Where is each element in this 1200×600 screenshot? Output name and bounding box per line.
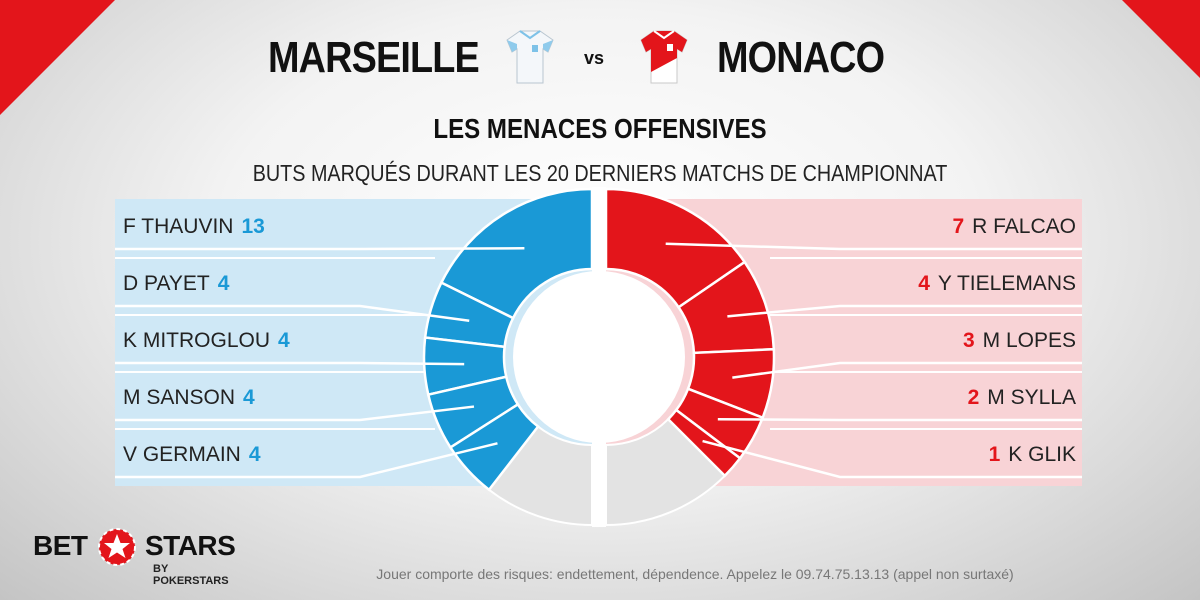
player-goals: 13 <box>241 215 265 238</box>
logo-subtext: BY POKERSTARS <box>153 563 229 587</box>
player-name: V GERMAIN <box>123 443 241 466</box>
player-name: R FALCAO <box>972 215 1076 238</box>
player-name: K GLIK <box>1008 443 1076 466</box>
player-name: Y TIELEMANS <box>937 272 1076 295</box>
away-team-name: MONACO <box>717 33 885 82</box>
chart-subtitle: BUTS MARQUÉS DURANT LES 20 DERNIERS MATC… <box>252 160 948 186</box>
home-player-row: M SANSON 4 <box>123 385 255 411</box>
player-name: M LOPES <box>982 329 1076 352</box>
player-goals: 1 <box>988 443 1001 466</box>
player-goals: 2 <box>967 386 980 409</box>
player-goals: 7 <box>952 215 965 238</box>
player-name: D PAYET <box>123 272 210 295</box>
player-goals: 3 <box>962 329 975 352</box>
logo-word-stars: STARS <box>145 530 236 561</box>
away-player-row: 7 R FALCAO <box>952 214 1076 240</box>
row-separator-l-2 <box>115 314 435 316</box>
home-jersey-icon <box>506 30 554 84</box>
home-player-row: D PAYET 4 <box>123 271 229 297</box>
chart-title: LES MENACES OFFENSIVES <box>433 113 767 144</box>
player-goals: 4 <box>217 272 230 295</box>
gambling-disclaimer: Jouer comporte des risques: endettement,… <box>376 566 1014 582</box>
betstars-logo: BET STARS BY POKERSTARS <box>33 528 236 587</box>
row-separator-r-2 <box>770 314 1082 316</box>
player-name: M SANSON <box>123 386 236 409</box>
player-name: M SYLLA <box>987 386 1076 409</box>
row-separator-r-3 <box>770 371 1082 373</box>
away-jersey-icon <box>640 30 688 84</box>
player-goals: 4 <box>278 329 290 352</box>
player-goals: 4 <box>248 443 261 466</box>
row-separator-l-3 <box>115 371 435 373</box>
star-badge-icon <box>98 528 136 566</box>
logo-word-bet: BET <box>33 530 88 561</box>
away-player-row: 4 Y TIELEMANS <box>918 271 1076 297</box>
row-separator-l-4 <box>115 428 435 430</box>
home-player-row: K MITROGLOU 4 <box>123 328 290 354</box>
corner-decoration-left <box>0 0 115 115</box>
away-player-row: 2 M SYLLA <box>968 385 1076 411</box>
row-separator-r-4 <box>770 428 1082 430</box>
player-goals: 4 <box>243 386 255 409</box>
corner-decoration-right <box>1122 0 1200 78</box>
player-name: F THAUVIN <box>123 215 234 238</box>
home-team-name: MARSEILLE <box>268 33 480 82</box>
player-name: K MITROGLOU <box>123 329 271 352</box>
row-separator-r-1 <box>770 257 1082 259</box>
home-player-row: F THAUVIN 13 <box>123 214 265 240</box>
home-player-row: V GERMAIN 4 <box>123 442 261 468</box>
match-header: MARSEILLE vs MONACO <box>0 28 1200 88</box>
away-player-row: 1 K GLIK <box>989 442 1076 468</box>
vs-label: vs <box>584 48 605 68</box>
away-player-row: 3 M LOPES <box>963 328 1076 354</box>
row-separator-l-1 <box>115 257 435 259</box>
player-goals: 4 <box>918 272 930 295</box>
